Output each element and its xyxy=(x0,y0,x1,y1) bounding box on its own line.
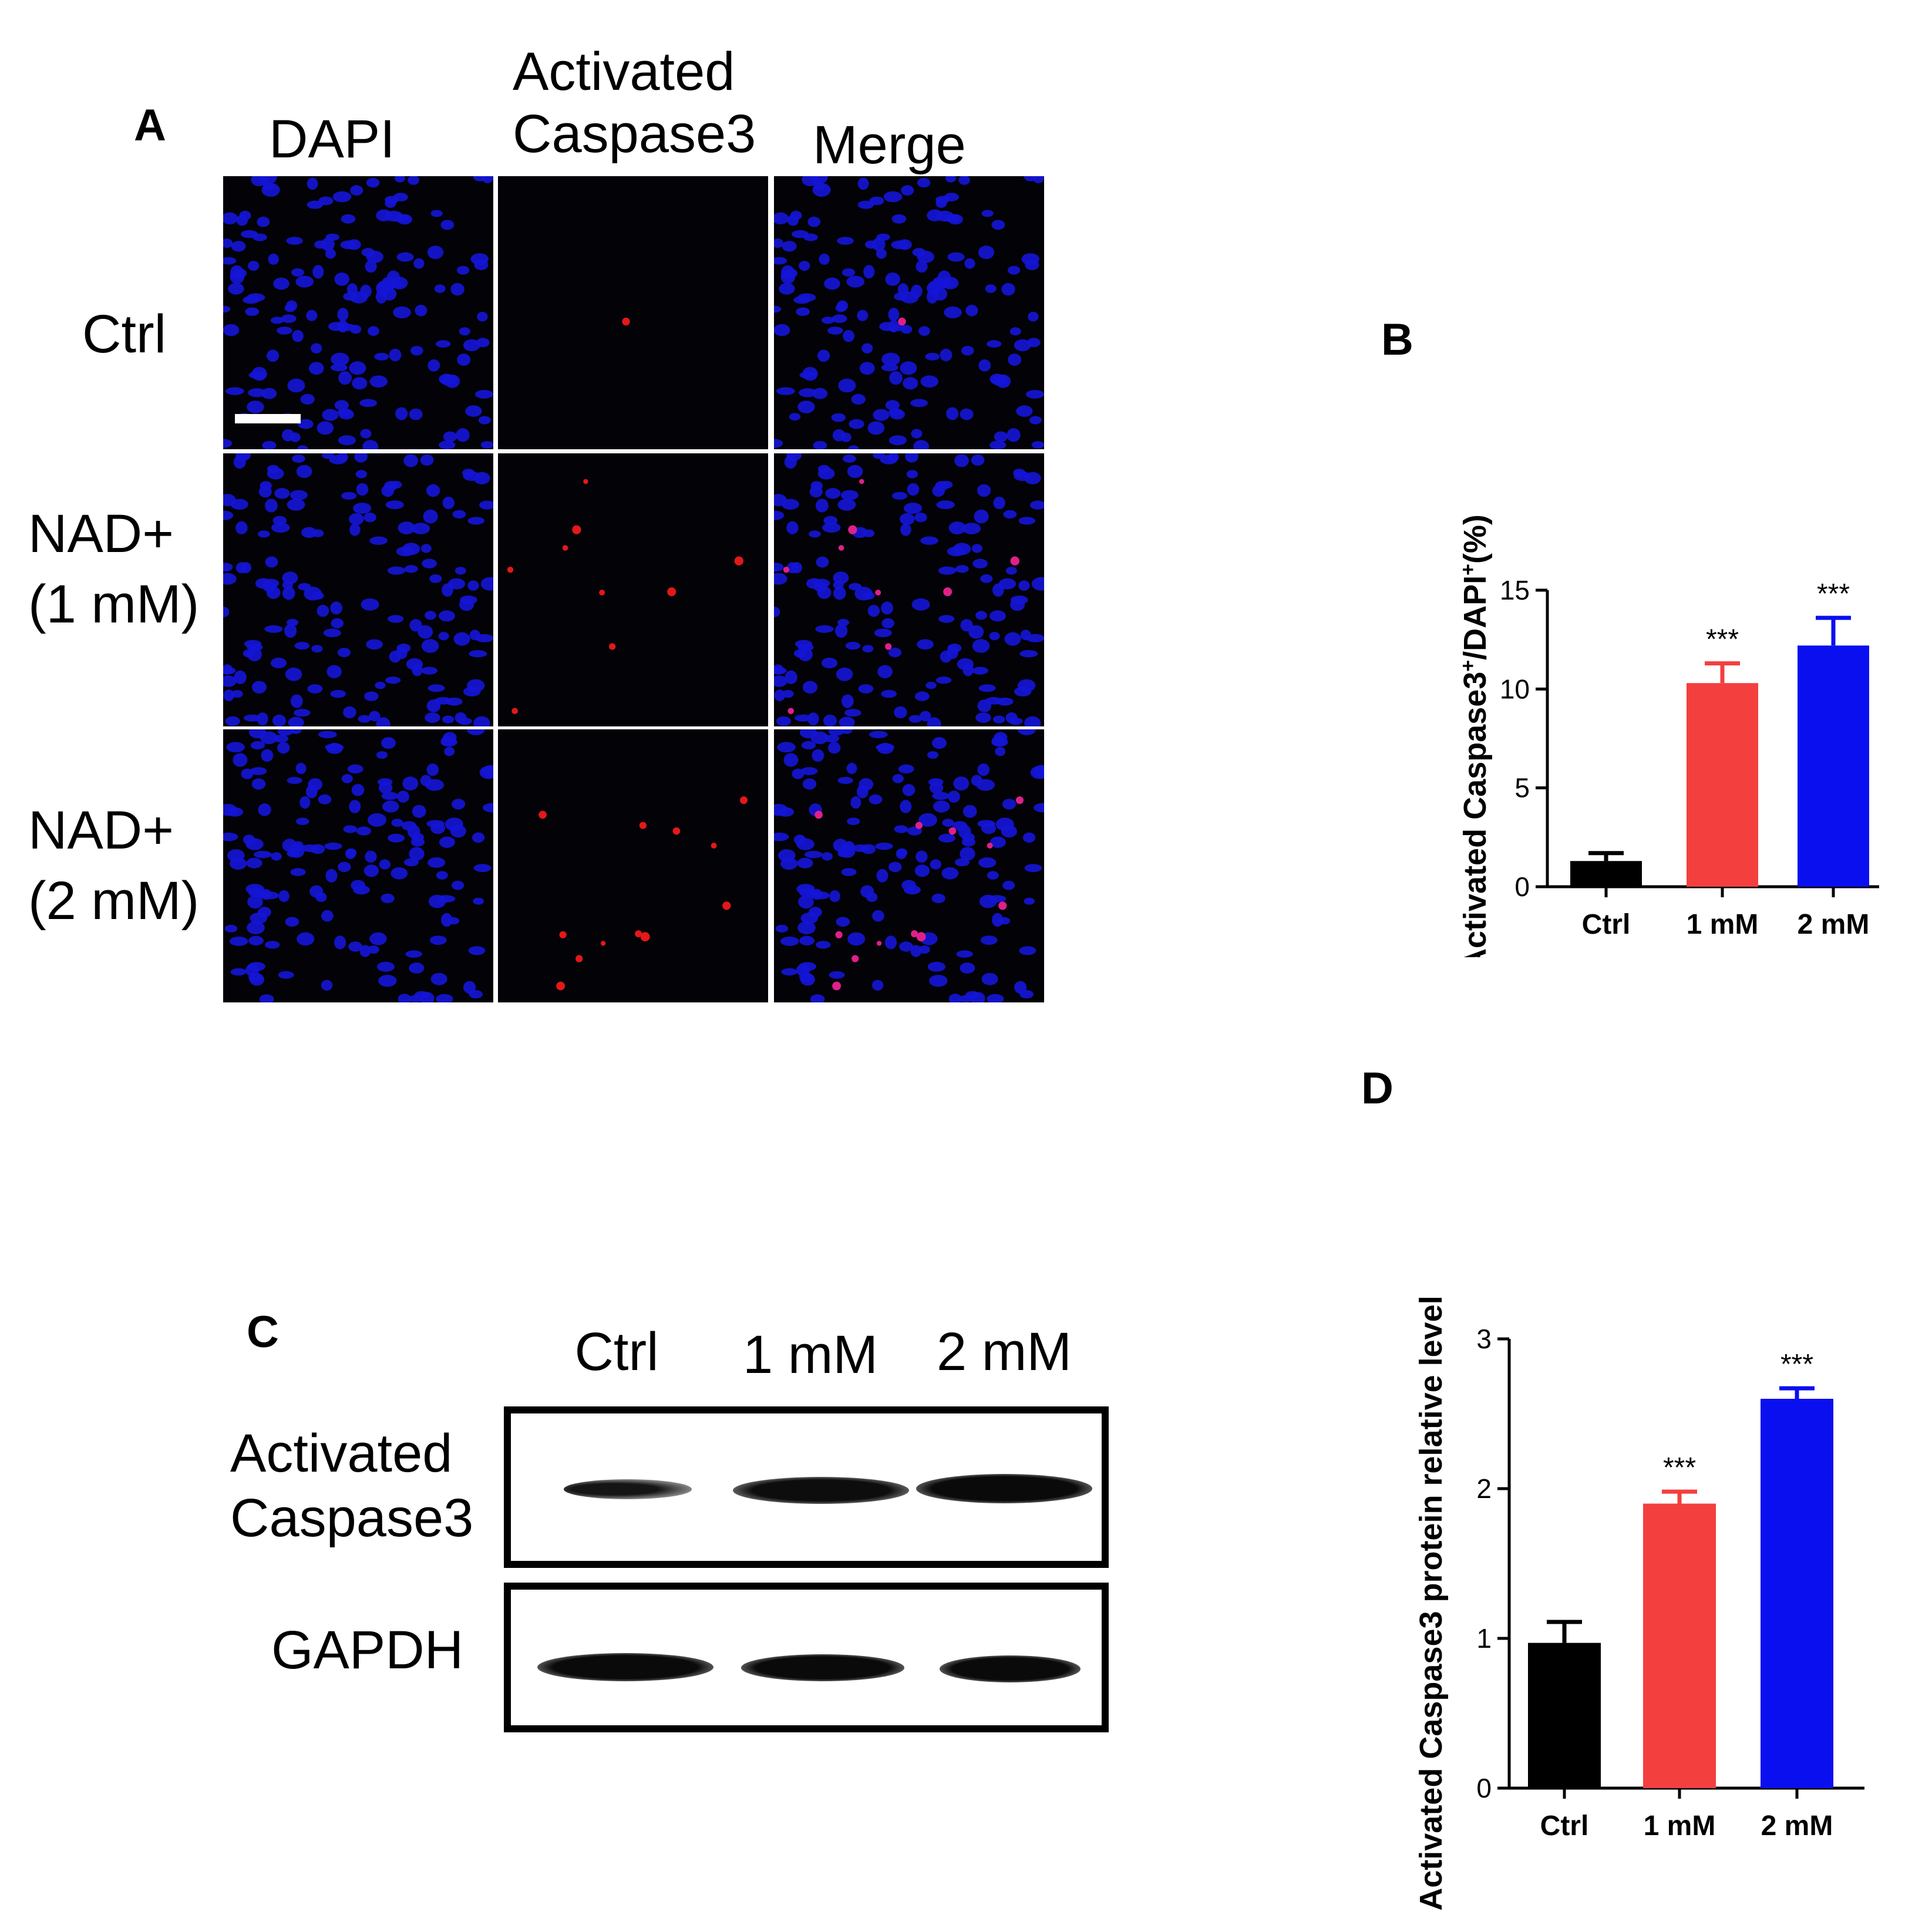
band-gapdh-ctrl xyxy=(537,1653,713,1681)
blot-gapdh xyxy=(504,1583,1109,1732)
micrograph-2mm-caspase3 xyxy=(498,729,768,1002)
row-label-1mm: NAD+ (1 mM) xyxy=(28,504,200,634)
panel-c-letter: C xyxy=(247,1307,279,1357)
y-tick-label: 2 xyxy=(1476,1473,1492,1504)
significance-marker: *** xyxy=(1663,1452,1696,1483)
y-tick-label: 1 xyxy=(1476,1623,1492,1654)
x-tick-label: Ctrl xyxy=(1582,909,1631,940)
x-tick-label: 2 mM xyxy=(1798,909,1870,940)
y-axis-label: Activated Caspase3+/DAPI+(%) xyxy=(1457,514,1493,957)
y-tick-label: 15 xyxy=(1500,575,1530,605)
column-header-merge: Merge xyxy=(813,115,966,175)
micrograph-2mm-dapi xyxy=(223,729,493,1002)
bar xyxy=(1761,1399,1833,1788)
panel-a-letter: A xyxy=(134,100,166,150)
row-label-ctrl: Ctrl xyxy=(82,304,167,364)
micrograph-2mm-merge xyxy=(774,729,1044,1002)
scale-bar xyxy=(235,414,301,423)
bar xyxy=(1687,683,1758,887)
micrograph-1mm-dapi xyxy=(223,453,493,726)
lane-label-ctrl: Ctrl xyxy=(574,1322,659,1382)
bar xyxy=(1570,861,1642,887)
micrograph-1mm-merge xyxy=(774,453,1044,726)
y-tick-label: 0 xyxy=(1514,871,1530,902)
x-tick-label: 2 mM xyxy=(1761,1810,1833,1842)
chart-b: 0 5 10 15 Ctrl 1 mM *** 2 mM *** Activated Caspas… xyxy=(1457,514,1879,957)
panel-d-letter: D xyxy=(1361,1063,1394,1113)
blot-label-caspase3: Activated Caspase3 xyxy=(230,1423,474,1549)
band-gapdh-2mm xyxy=(940,1655,1081,1682)
band-caspase3-1mm xyxy=(733,1477,909,1504)
row-label-2mm: NAD+ (2 mM) xyxy=(28,800,200,931)
y-tick-label: 0 xyxy=(1476,1773,1492,1803)
band-gapdh-1mm xyxy=(741,1654,904,1681)
y-tick-label: 5 xyxy=(1514,773,1530,803)
bar xyxy=(1798,645,1869,887)
x-tick-label: 1 mM xyxy=(1687,909,1759,940)
x-tick-label: Ctrl xyxy=(1540,1810,1589,1842)
significance-marker: *** xyxy=(1706,624,1739,655)
micrograph-ctrl-merge xyxy=(774,176,1044,449)
micrograph-ctrl-dapi xyxy=(223,176,493,449)
band-caspase3-2mm xyxy=(916,1474,1092,1503)
chart-d: 0 1 2 3 Ctrl 1 mM *** 2 mM *** Activated Caspase3… xyxy=(1413,1295,1864,1911)
y-tick-label: 10 xyxy=(1500,674,1530,704)
significance-marker: *** xyxy=(1780,1349,1813,1380)
bar xyxy=(1643,1503,1716,1788)
lane-label-2mm: 2 mM xyxy=(937,1322,1072,1382)
blot-caspase3 xyxy=(504,1406,1109,1568)
panel-b-letter: B xyxy=(1381,315,1413,365)
blot-label-gapdh: GAPDH xyxy=(271,1620,464,1680)
lane-label-1mm: 1 mM xyxy=(743,1325,878,1385)
y-axis-label: Activated Caspase3 protein relative leve… xyxy=(1413,1295,1449,1911)
micrograph-1mm-caspase3 xyxy=(498,453,768,726)
band-caspase3-ctrl xyxy=(564,1479,692,1499)
bar xyxy=(1528,1642,1601,1788)
x-tick-label: 1 mM xyxy=(1644,1810,1716,1842)
micrograph-ctrl-caspase3 xyxy=(498,176,768,449)
column-header-caspase3: Activated Caspase3 xyxy=(513,42,756,164)
significance-marker: *** xyxy=(1817,578,1850,610)
y-tick-label: 3 xyxy=(1476,1324,1492,1354)
column-header-dapi: DAPI xyxy=(269,109,395,169)
